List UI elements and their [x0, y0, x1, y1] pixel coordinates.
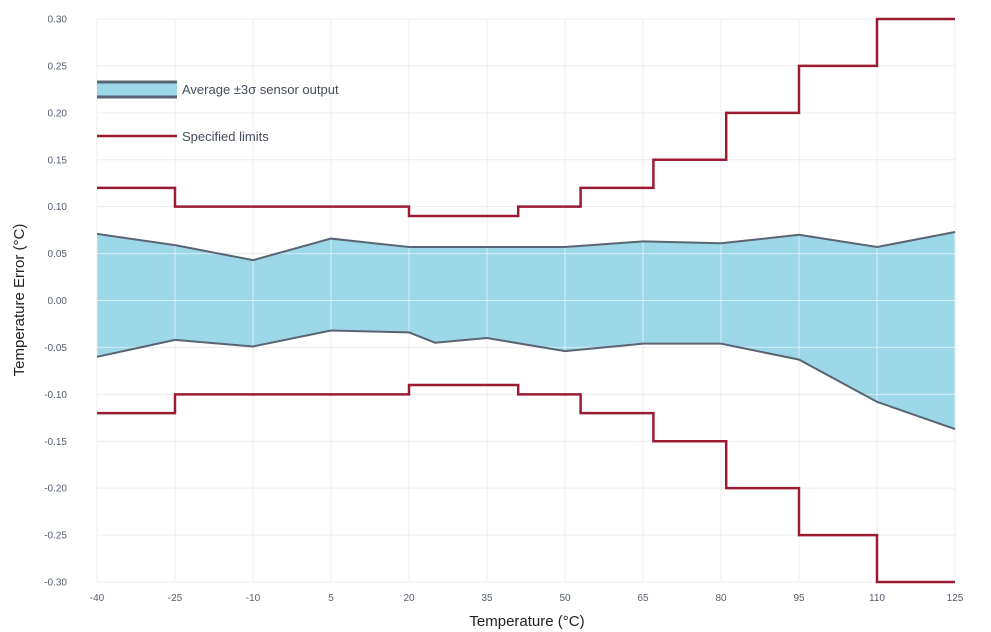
- y-axis-label: Temperature Error (°C): [11, 224, 28, 377]
- x-tick-label: 110: [869, 593, 885, 604]
- x-tick-label: -40: [90, 593, 105, 604]
- y-tick-label: 0.10: [48, 202, 68, 213]
- x-axis-label: Temperature (°C): [469, 613, 584, 630]
- band-fill: [97, 232, 955, 430]
- x-tick-label: 95: [793, 593, 805, 604]
- band-upper-line: [96, 231, 956, 262]
- y-tick-label: -0.05: [44, 343, 67, 354]
- limit-upper-line: [97, 17, 955, 218]
- y-tick-label: 0.00: [48, 296, 68, 307]
- y-axis-ticks: -0.30 -0.25 -0.20 -0.15 -0.10 -0.05 0.00 0.05 0.…: [44, 15, 67, 589]
- y-tick-label: -0.10: [44, 390, 67, 401]
- legend-limits-label: Specified limits: [182, 129, 269, 144]
- y-tick-label: 0.20: [48, 108, 68, 119]
- y-tick-label: -0.20: [44, 484, 67, 495]
- legend-band-label: Average ±3σ sensor output: [182, 82, 339, 97]
- y-tick-label: 0.25: [48, 61, 68, 72]
- limit-lower-line: [97, 383, 955, 584]
- specified-limits: [97, 17, 955, 584]
- x-tick-label: 5: [328, 593, 334, 604]
- x-tick-label: 50: [559, 593, 571, 604]
- y-tick-label: 0.30: [48, 15, 68, 26]
- y-tick-label: -0.15: [44, 437, 67, 448]
- x-axis-ticks: -40 -25 -10 5 20 35 50 65 80 95 110 125: [90, 593, 964, 604]
- legend: Average ±3σ sensor output Specified limi…: [97, 80, 339, 144]
- x-tick-label: 20: [403, 593, 415, 604]
- y-tick-label: 0.05: [48, 249, 68, 260]
- x-tick-label: 80: [715, 593, 727, 604]
- x-tick-label: -25: [168, 593, 183, 604]
- y-tick-label: -0.30: [44, 578, 67, 589]
- y-tick-label: 0.15: [48, 155, 68, 166]
- x-tick-label: 35: [481, 593, 493, 604]
- band-lower-line: [96, 329, 956, 430]
- legend-band-swatch: [97, 82, 177, 97]
- sensor-band: [96, 231, 956, 430]
- y-tick-label: -0.25: [44, 531, 67, 542]
- x-tick-label: -10: [246, 593, 261, 604]
- x-tick-label: 65: [637, 593, 649, 604]
- x-tick-label: 125: [947, 593, 964, 604]
